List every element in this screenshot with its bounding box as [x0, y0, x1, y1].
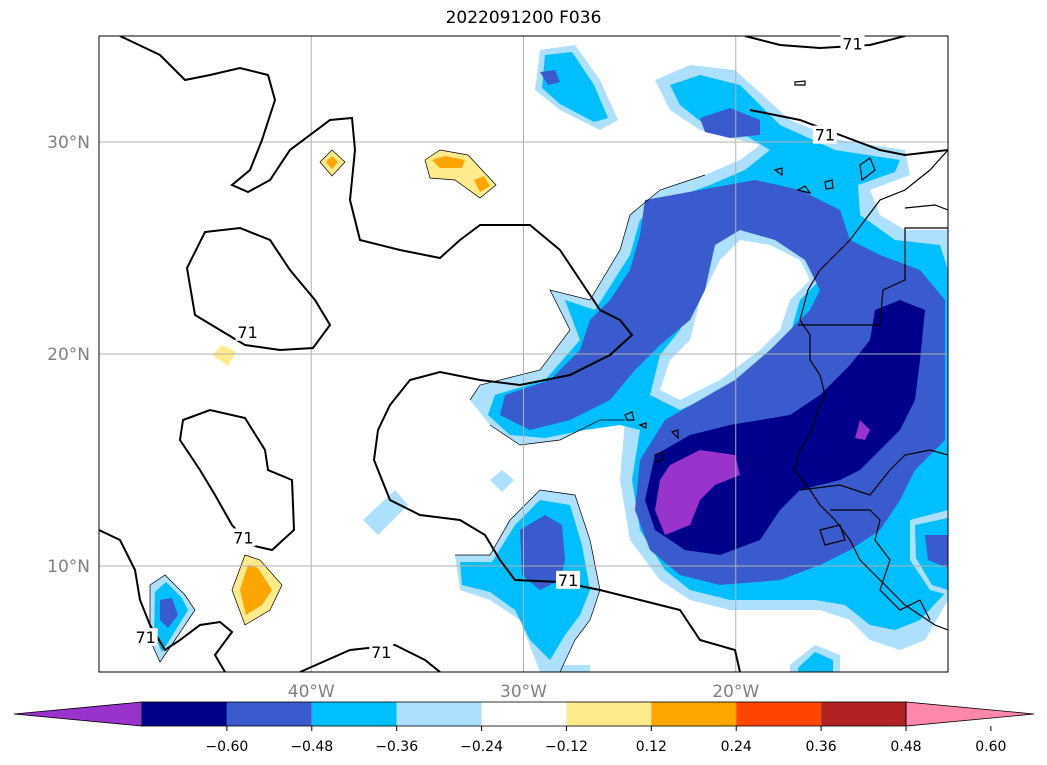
field-p024-south — [240, 565, 272, 615]
contour-label-layer: 71 71 71 71 71 71 71 — [133, 34, 865, 662]
map-grid — [99, 36, 948, 672]
contour-label-bg — [556, 570, 581, 589]
lon-tick-label: 40°W — [288, 682, 335, 702]
contour-71-lines — [99, 36, 948, 672]
colorbar-band — [226, 702, 312, 726]
field-m048-south — [520, 515, 565, 590]
field-m048-east-edge — [925, 535, 948, 568]
field-m036-southedge — [798, 652, 833, 672]
lat-tick-label: 10°N — [47, 557, 90, 577]
contour-label-bg — [840, 34, 865, 53]
tick-label-layer: 40°W 30°W 20°W 30°N 20°N 10°N — [47, 133, 759, 702]
colorbar-band — [651, 702, 737, 726]
contour-label: 71 — [842, 34, 862, 53]
colorbar-tick-label: −0.48 — [290, 739, 333, 755]
contour-label-bg — [231, 528, 256, 547]
contour-label: 71 — [815, 126, 835, 145]
contour-label-bg — [235, 322, 260, 341]
plot-border — [98, 35, 949, 673]
field-m024-dot1 — [363, 490, 408, 535]
contour-label-bg — [812, 125, 837, 144]
colorbar-tick-label: 0.48 — [890, 739, 921, 755]
colorbar-frame — [141, 701, 907, 727]
colorbar-tick-label: 0.36 — [806, 739, 837, 755]
lon-tick-label: 30°W — [500, 682, 547, 702]
colorbar-band — [396, 702, 482, 726]
colorbar-tick-label: −0.24 — [460, 739, 503, 755]
colorbar-tick-label: 0.24 — [721, 739, 752, 755]
field-m048-north2 — [700, 108, 760, 138]
contour-label: 71 — [558, 571, 578, 590]
colorbar-tick-label: 0.60 — [975, 739, 1006, 755]
field-m048-north1 — [540, 70, 560, 85]
lat-tick-label: 30°N — [47, 133, 90, 153]
field-m024-dot2 — [490, 470, 514, 492]
map-title: 2022091200 F036 — [445, 8, 602, 28]
field-m048-eastern — [500, 180, 945, 585]
field-m036-north1 — [542, 52, 608, 122]
colorbar-band — [481, 702, 567, 726]
colorbar-tick-label: −0.36 — [375, 739, 418, 755]
colorbar-extend-low — [13, 701, 143, 727]
colorbar-tick-label: 0.12 — [636, 739, 667, 755]
contour-label: 71 — [136, 628, 156, 647]
field-p012-20n — [212, 345, 236, 366]
field-lt060-eastern — [655, 420, 870, 535]
coastlines — [624, 80, 948, 631]
contour-label: 71 — [233, 528, 253, 547]
contour-label: 71 — [237, 323, 257, 342]
field-m060-eastern — [645, 300, 925, 555]
colorbar-tick-label: −0.60 — [205, 739, 248, 755]
field-m048-west — [160, 598, 178, 628]
contour-label-bg — [369, 642, 394, 661]
colorbar-band — [736, 702, 822, 726]
colorbar-band — [821, 702, 906, 726]
contour-label: 71 — [371, 643, 391, 662]
colorbar-tick-label: −0.12 — [545, 739, 588, 755]
contour-label-bg — [133, 628, 158, 647]
field-p024-north2 — [326, 156, 338, 169]
colorbar-band — [142, 702, 227, 726]
colorbar-band — [566, 702, 652, 726]
lat-tick-label: 20°N — [47, 345, 90, 365]
lon-tick-label: 20°W — [712, 682, 759, 702]
field-p024-north1 — [432, 156, 490, 192]
field-m024-southedge2 — [560, 665, 590, 672]
colorbar-band — [311, 702, 397, 726]
field-shading — [150, 45, 948, 672]
colorbar-extend-high — [905, 701, 1035, 727]
field-outlines — [149, 149, 706, 672]
